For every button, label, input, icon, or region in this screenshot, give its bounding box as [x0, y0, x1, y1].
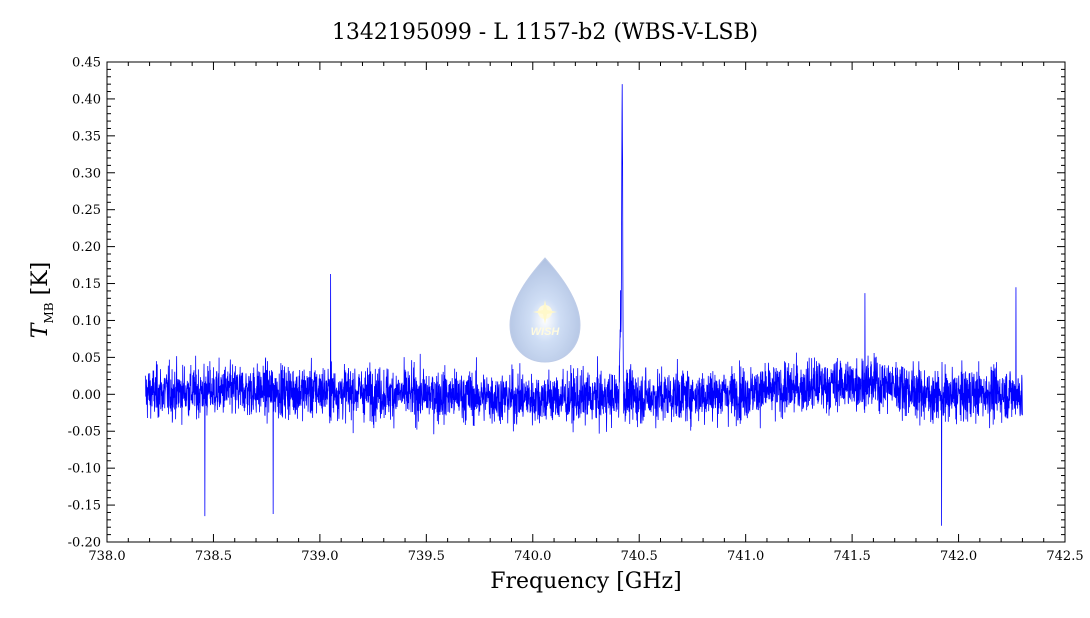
- plot-frame: [106, 61, 1066, 543]
- x-tick-label: 740.5: [621, 549, 658, 564]
- x-tick-label: 741.0: [727, 549, 764, 564]
- y-tick-label: -0.15: [68, 499, 101, 514]
- spectrum-series-line: [144, 84, 1023, 526]
- x-tick-label: 739.5: [408, 549, 445, 564]
- x-tick-label: 738.0: [88, 549, 125, 564]
- y-tick-label: 0.40: [72, 92, 101, 107]
- x-tick-label: 740.0: [514, 549, 551, 564]
- wish-logo-watermark: WISH: [509, 257, 581, 363]
- x-tick-label: 738.5: [195, 549, 232, 564]
- wish-logo-text: WISH: [531, 326, 561, 338]
- svg-text:TMB [K]: TMB [K]: [28, 262, 56, 338]
- y-tick-label: -0.10: [68, 462, 101, 477]
- y-tick-label: 0.15: [72, 277, 101, 292]
- x-tick-label: 742.5: [1046, 549, 1083, 564]
- axis-ticks: [106, 61, 1066, 543]
- y-tick-label: 0.05: [72, 351, 101, 366]
- y-tick-label: 0.35: [72, 129, 101, 144]
- x-tick-label: 739.0: [301, 549, 338, 564]
- y-tick-label: 0.45: [72, 56, 101, 71]
- chart-title: 1342195099 - L 1157-b2 (WBS-V-LSB): [332, 20, 758, 45]
- y-tick-label: -0.20: [68, 536, 101, 551]
- y-axis-title: TMB [K]: [28, 262, 56, 338]
- y-tick-label: 0.25: [72, 203, 101, 218]
- y-axis-title-main: T: [28, 321, 53, 338]
- plot-area: 738.0 738.5 739.0 739.5 740.0 740.5 741.0 741.5…: [68, 56, 1084, 565]
- y-tick-label: 0.20: [72, 240, 101, 255]
- x-tick-label: 742.0: [940, 549, 977, 564]
- y-tick-label: 0.10: [72, 314, 101, 329]
- y-axis-title-sub: MB: [42, 302, 56, 323]
- y-tick-labels: -0.20 -0.15 -0.10 -0.05 0.00 0.05 0.10 0.15 0.20…: [68, 56, 101, 551]
- y-axis-title-unit: [K]: [28, 262, 53, 296]
- y-tick-label: 0.00: [72, 388, 101, 403]
- x-tick-labels: 738.0 738.5 739.0 739.5 740.0 740.5 741.0 741.5…: [88, 549, 1083, 564]
- x-axis-title: Frequency [GHz]: [490, 569, 682, 594]
- x-tick-label: 741.5: [834, 549, 871, 564]
- y-tick-label: -0.05: [68, 425, 101, 440]
- y-tick-label: 0.30: [72, 166, 101, 181]
